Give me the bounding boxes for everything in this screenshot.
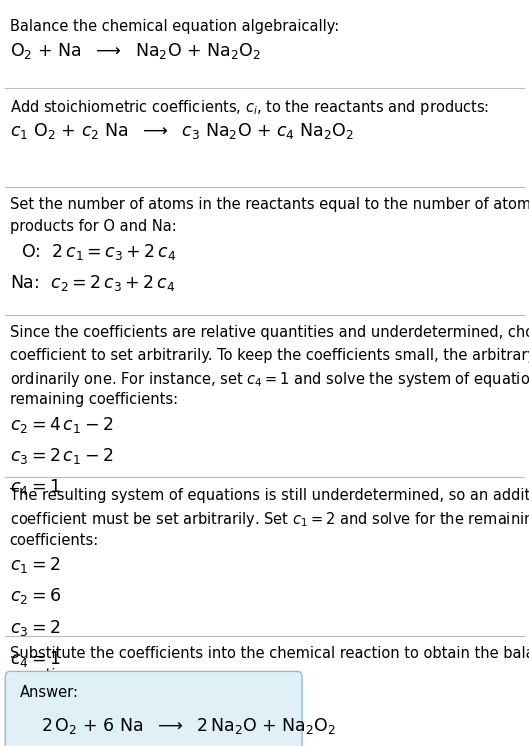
Text: coefficient to set arbitrarily. To keep the coefficients small, the arbitrary va: coefficient to set arbitrarily. To keep … bbox=[10, 348, 529, 363]
FancyBboxPatch shape bbox=[5, 671, 302, 746]
Text: $c_1$ $\mathrm{O_2}$ + $c_2$ Na  $\longrightarrow$  $c_3$ $\mathrm{Na_2O}$ + $c_: $c_1$ $\mathrm{O_2}$ + $c_2$ Na $\longri… bbox=[10, 121, 353, 141]
Text: Na:  $c_2 = 2\,c_3 + 2\,c_4$: Na: $c_2 = 2\,c_3 + 2\,c_4$ bbox=[10, 273, 175, 293]
Text: Balance the chemical equation algebraically:: Balance the chemical equation algebraica… bbox=[10, 19, 339, 34]
Text: coefficients:: coefficients: bbox=[10, 533, 99, 548]
Text: remaining coefficients:: remaining coefficients: bbox=[10, 392, 178, 407]
Text: coefficient must be set arbitrarily. Set $c_1 = 2$ and solve for the remaining: coefficient must be set arbitrarily. Set… bbox=[10, 510, 529, 529]
Text: $c_1 = 2$: $c_1 = 2$ bbox=[10, 555, 60, 575]
Text: equation:: equation: bbox=[10, 668, 79, 683]
Text: $2\,\mathrm{O_2}$ + 6 Na  $\longrightarrow$  $2\,\mathrm{Na_2O}$ + $\mathrm{Na_2: $2\,\mathrm{O_2}$ + 6 Na $\longrightarro… bbox=[41, 716, 336, 736]
Text: $c_3 = 2\,c_1 - 2$: $c_3 = 2\,c_1 - 2$ bbox=[10, 446, 113, 466]
Text: Set the number of atoms in the reactants equal to the number of atoms in the: Set the number of atoms in the reactants… bbox=[10, 197, 529, 212]
Text: $c_2 = 6$: $c_2 = 6$ bbox=[10, 586, 61, 606]
Text: $c_3 = 2$: $c_3 = 2$ bbox=[10, 618, 60, 638]
Text: $c_4 = 1$: $c_4 = 1$ bbox=[10, 477, 60, 498]
Text: $c_4 = 1$: $c_4 = 1$ bbox=[10, 649, 60, 669]
Text: ordinarily one. For instance, set $c_4 = 1$ and solve the system of equations fo: ordinarily one. For instance, set $c_4 =… bbox=[10, 370, 529, 389]
Text: O:  $2\,c_1 = c_3 + 2\,c_4$: O: $2\,c_1 = c_3 + 2\,c_4$ bbox=[10, 242, 176, 262]
Text: Answer:: Answer: bbox=[20, 685, 79, 700]
Text: Add stoichiometric coefficients, $c_i$, to the reactants and products:: Add stoichiometric coefficients, $c_i$, … bbox=[10, 98, 489, 117]
Text: products for O and Na:: products for O and Na: bbox=[10, 219, 176, 234]
Text: Substitute the coefficients into the chemical reaction to obtain the balanced: Substitute the coefficients into the che… bbox=[10, 646, 529, 661]
Text: The resulting system of equations is still underdetermined, so an additional: The resulting system of equations is sti… bbox=[10, 488, 529, 503]
Text: $c_2 = 4\,c_1 - 2$: $c_2 = 4\,c_1 - 2$ bbox=[10, 415, 113, 435]
Text: $\mathrm{O_2}$ + Na  $\longrightarrow$  $\mathrm{Na_2O}$ + $\mathrm{Na_2O_2}$: $\mathrm{O_2}$ + Na $\longrightarrow$ $\… bbox=[10, 41, 260, 61]
Text: Since the coefficients are relative quantities and underdetermined, choose a: Since the coefficients are relative quan… bbox=[10, 325, 529, 340]
